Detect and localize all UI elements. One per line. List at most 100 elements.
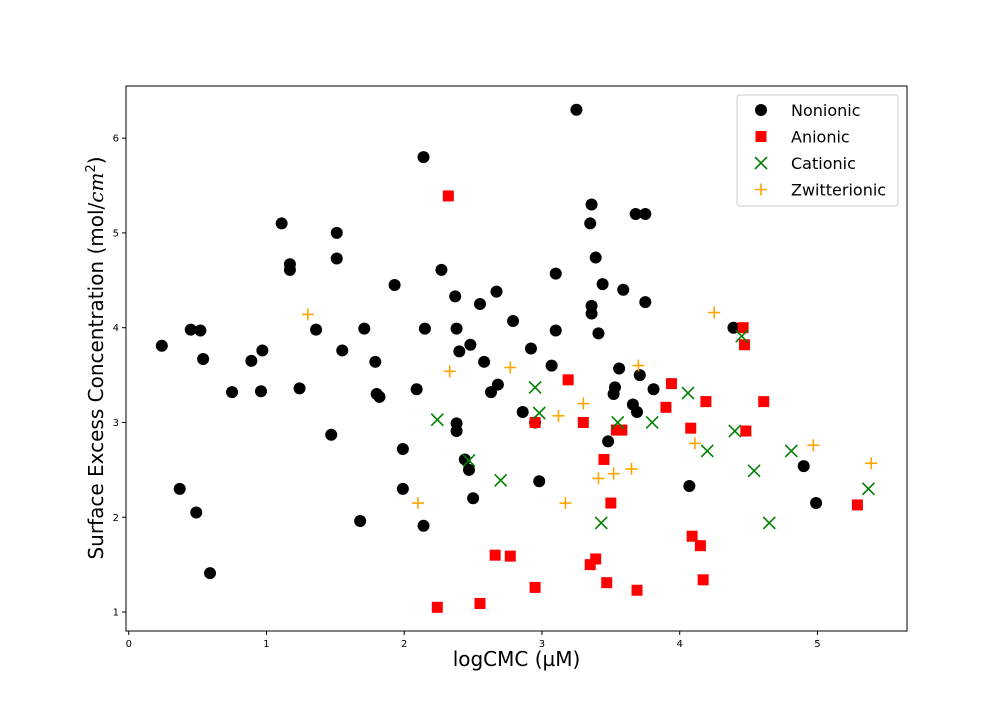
- point-nonionic: [396, 482, 409, 495]
- legend-label-nonionic: Nonionic: [791, 101, 861, 120]
- y-axis-label: Surface Excess Concentration (mol/cm2): [84, 156, 108, 559]
- legend-label-cationic: Cationic: [791, 154, 856, 173]
- y-axis-label-close: ): [84, 156, 108, 164]
- point-nonionic: [633, 369, 646, 382]
- x-tick-label: 1: [263, 639, 269, 650]
- point-cationic: [594, 516, 608, 530]
- point-cationic: [532, 406, 546, 420]
- point-nonionic: [631, 406, 644, 419]
- point-nonionic: [358, 322, 371, 335]
- y-axis: 1 2 3 4 5 6: [113, 134, 126, 619]
- legend-marker-anionic: [755, 131, 767, 142]
- point-anionic: [489, 549, 501, 561]
- point-cationic: [645, 415, 659, 430]
- point-nonionic: [418, 322, 431, 335]
- point-zwitterionic: [865, 457, 878, 470]
- y-axis-label-unit: cm: [84, 173, 108, 203]
- point-anionic: [610, 424, 622, 436]
- point-anionic: [737, 322, 749, 334]
- point-anionic: [700, 396, 712, 408]
- point-nonionic: [450, 322, 463, 335]
- point-nonionic: [592, 327, 605, 340]
- point-zwitterionic: [592, 472, 605, 485]
- point-zwitterionic: [625, 462, 638, 475]
- point-nonionic: [417, 519, 430, 532]
- point-nonionic: [584, 217, 597, 230]
- point-anionic: [851, 499, 863, 511]
- point-cationic: [681, 386, 695, 400]
- point-cationic: [528, 380, 542, 394]
- point-nonionic: [485, 386, 498, 399]
- point-nonionic: [453, 345, 466, 358]
- point-zwitterionic: [301, 308, 314, 321]
- point-anionic: [504, 550, 516, 562]
- legend-label-anionic: Anionic: [791, 128, 850, 147]
- point-nonionic: [589, 251, 602, 264]
- legend-marker-nonionic: [755, 104, 767, 116]
- point-nonionic: [283, 263, 296, 276]
- x-tick-label: 5: [814, 639, 820, 650]
- point-nonionic: [467, 492, 480, 505]
- x-tick-label: 3: [539, 639, 545, 650]
- plot-frame: [125, 85, 908, 632]
- point-anionic: [562, 374, 574, 386]
- point-nonionic: [410, 383, 423, 396]
- point-nonionic: [464, 338, 477, 351]
- point-nonionic: [330, 252, 343, 265]
- point-cationic: [728, 424, 742, 438]
- point-nonionic: [173, 482, 186, 495]
- point-nonionic: [293, 382, 306, 395]
- point-anionic: [686, 530, 698, 542]
- point-anionic: [697, 574, 709, 586]
- point-nonionic: [155, 339, 168, 352]
- point-cationic: [784, 444, 798, 458]
- point-anionic: [474, 598, 486, 610]
- point-nonionic: [245, 354, 258, 367]
- point-nonionic: [507, 315, 520, 328]
- point-nonionic: [570, 103, 583, 116]
- point-cationic: [700, 444, 714, 458]
- point-nonionic: [490, 285, 503, 298]
- point-cationic: [462, 453, 476, 467]
- point-cationic: [861, 482, 875, 496]
- point-cationic: [747, 464, 761, 478]
- point-nonionic: [608, 381, 621, 394]
- point-nonionic: [602, 435, 615, 448]
- point-nonionic: [184, 323, 197, 336]
- point-nonionic: [533, 475, 546, 488]
- point-anionic: [738, 339, 750, 351]
- point-nonionic: [254, 385, 267, 398]
- point-zwitterionic: [807, 439, 820, 452]
- legend-box: [736, 94, 899, 207]
- point-nonionic: [435, 263, 448, 276]
- point-nonionic: [473, 298, 486, 310]
- point-anionic: [758, 396, 770, 408]
- y-tick-label: 3: [113, 418, 119, 429]
- point-nonionic: [256, 344, 269, 357]
- x-tick-label: 0: [126, 639, 132, 650]
- point-zwitterionic: [708, 306, 721, 319]
- point-nonionic: [585, 198, 598, 211]
- x-tick-label: 2: [401, 639, 407, 650]
- point-zwitterionic: [412, 497, 425, 510]
- point-nonionic: [369, 355, 382, 368]
- point-anionic: [694, 540, 706, 552]
- point-zwitterionic: [577, 397, 590, 410]
- point-anionic: [584, 559, 596, 571]
- point-anionic: [601, 577, 613, 589]
- point-nonionic: [639, 207, 652, 220]
- point-zwitterionic: [559, 497, 572, 510]
- point-nonionic: [491, 378, 504, 391]
- point-zwitterionic: [607, 467, 620, 480]
- y-tick-label: 4: [113, 323, 119, 334]
- point-nonionic: [810, 497, 823, 510]
- point-anionic: [529, 581, 541, 593]
- y-tick-label: 5: [113, 228, 119, 239]
- point-anionic: [598, 453, 610, 465]
- point-cationic: [430, 413, 444, 427]
- point-cationic: [735, 329, 749, 343]
- point-zwitterionic: [552, 409, 565, 422]
- point-nonionic: [194, 324, 207, 337]
- point-nonionic: [596, 278, 609, 291]
- x-tick-label: 4: [677, 639, 683, 650]
